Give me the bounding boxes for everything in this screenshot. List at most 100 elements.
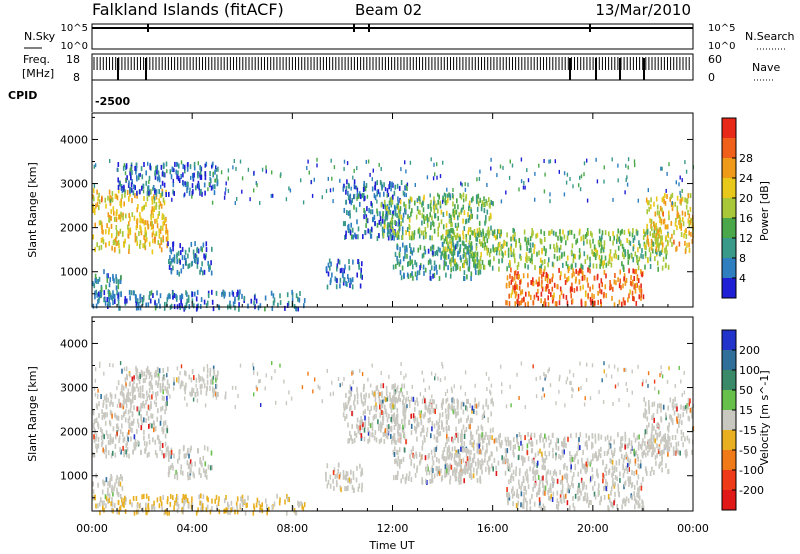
- data-cell: [170, 453, 172, 459]
- data-cell: [604, 284, 607, 290]
- data-cell: [448, 213, 451, 219]
- data-cell: [209, 176, 211, 181]
- data-cell: [544, 298, 546, 304]
- data-cell: [580, 490, 582, 496]
- data-cell: [360, 416, 362, 422]
- data-cell: [147, 302, 150, 308]
- data-cell: [487, 417, 489, 423]
- data-cell: [447, 254, 450, 260]
- data-cell: [540, 476, 543, 482]
- data-cell: [610, 486, 613, 492]
- data-cell: [623, 468, 626, 474]
- data-cell: [407, 396, 410, 402]
- data-cell: [510, 279, 513, 285]
- data-cell: [395, 232, 397, 238]
- data-cell: [525, 237, 527, 243]
- data-cell: [397, 423, 399, 429]
- data-cell: [399, 432, 401, 438]
- data-cell: [514, 444, 516, 450]
- data-cell: [98, 276, 101, 282]
- data-cell: [176, 259, 178, 264]
- data-cell: [419, 244, 422, 250]
- data-cell: [402, 217, 404, 223]
- data-cell: [347, 210, 350, 216]
- data-cell: [347, 195, 350, 201]
- data-cell: [662, 256, 665, 262]
- data-cell: [626, 182, 629, 187]
- data-cell: [197, 161, 199, 166]
- data-cell: [583, 481, 585, 487]
- data-cell: [688, 401, 690, 407]
- data-cell: [653, 233, 656, 239]
- data-cell: [432, 407, 435, 413]
- data-cell: [444, 253, 446, 259]
- data-cell: [597, 433, 600, 439]
- data-cell: [595, 253, 597, 259]
- data-cell: [485, 245, 488, 251]
- data-cell: [406, 272, 409, 278]
- data-cell: [286, 303, 289, 308]
- data-cell: [115, 217, 118, 223]
- data-cell: [430, 246, 432, 252]
- data-cell: [404, 245, 406, 251]
- data-cell: [575, 276, 577, 282]
- data-cell: [438, 424, 440, 430]
- data-cell: [155, 192, 157, 197]
- data-cell: [401, 231, 404, 237]
- data-cell: [135, 305, 138, 311]
- data-cell: [413, 230, 416, 236]
- data-cell: [635, 268, 638, 274]
- data-cell: [555, 301, 558, 307]
- data-cell: [163, 375, 166, 381]
- data-cell: [97, 421, 99, 427]
- data-cell: [646, 200, 649, 206]
- data-cell: [583, 172, 585, 177]
- data-cell: [445, 236, 447, 242]
- data-cell: [160, 406, 162, 412]
- data-cell: [556, 256, 559, 262]
- data-cell: [543, 269, 545, 275]
- data-cell: [463, 430, 466, 435]
- data-cell: [640, 485, 643, 491]
- data-cell: [382, 213, 384, 219]
- data-cell: [544, 450, 546, 456]
- data-cell: [448, 451, 451, 457]
- data-cell: [452, 438, 454, 444]
- data-cell: [599, 453, 602, 459]
- data-cell: [109, 277, 111, 283]
- data-cell: [110, 453, 113, 459]
- data-cell: [467, 217, 470, 223]
- data-cell: [556, 504, 558, 509]
- data-cell: [620, 241, 622, 247]
- data-cell: [348, 227, 350, 233]
- data-cell: [674, 221, 677, 227]
- data-cell: [92, 410, 95, 416]
- data-cell: [458, 212, 460, 218]
- data-cell: [517, 261, 520, 267]
- data-cell: [368, 409, 371, 415]
- data-cell: [388, 200, 391, 206]
- data-cell: [462, 253, 465, 259]
- data-cell: [611, 256, 613, 262]
- data-cell: [442, 196, 444, 202]
- data-cell: [128, 423, 130, 429]
- data-cell: [448, 445, 450, 451]
- data-cell: [182, 264, 185, 269]
- data-cell: [105, 229, 107, 235]
- data-cell: [626, 463, 629, 469]
- data-cell: [148, 241, 151, 247]
- data-cell: [199, 166, 202, 171]
- data-cell: [396, 449, 398, 455]
- data-cell: [112, 293, 114, 299]
- data-cell: [356, 219, 358, 225]
- data-cell: [495, 471, 498, 476]
- data-cell: [96, 447, 98, 453]
- data-cell: [280, 172, 282, 177]
- data-cell: [460, 446, 462, 452]
- data-cell: [411, 259, 413, 265]
- data-cell: [506, 232, 508, 238]
- data-cell: [146, 410, 148, 416]
- data-cell: [170, 249, 173, 255]
- data-cell: [150, 290, 153, 296]
- data-cell: [396, 212, 398, 218]
